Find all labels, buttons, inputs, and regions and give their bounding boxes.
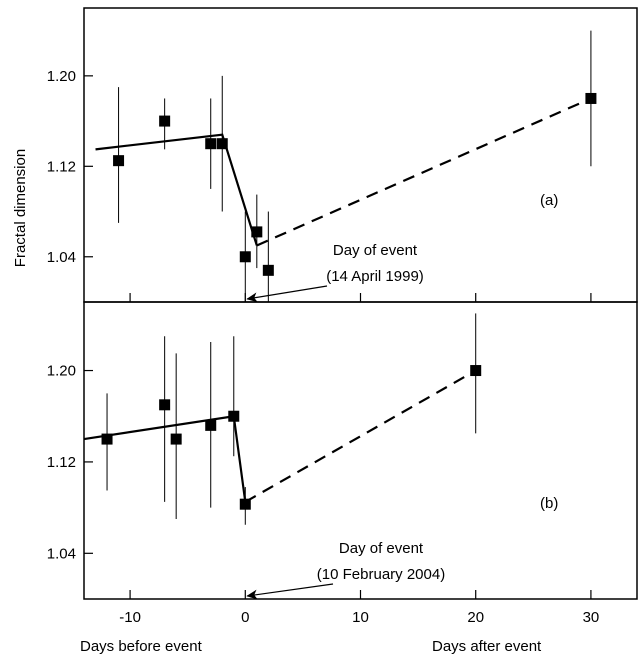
data-point xyxy=(239,498,251,510)
y-tick-label: 1.12 xyxy=(47,454,76,471)
annotation-line-2: (10 February 2004) xyxy=(317,566,445,583)
x-axis-title-after: Days after event xyxy=(432,638,542,655)
x-tick-label: 0 xyxy=(241,609,249,626)
y-tick-label: 1.12 xyxy=(47,158,76,175)
data-point xyxy=(239,251,251,263)
y-tick-label: 1.04 xyxy=(47,545,76,562)
data-point xyxy=(228,410,240,422)
data-point xyxy=(205,138,217,150)
data-point xyxy=(262,264,274,276)
y-tick-label: 1.20 xyxy=(47,68,76,85)
data-point xyxy=(159,115,171,127)
fit-line-dashed xyxy=(256,97,592,247)
data-point xyxy=(159,399,171,411)
y-tick-label: 1.20 xyxy=(47,363,76,380)
annotation-line-1: Day of event xyxy=(339,540,424,557)
x-tick-labels: -10 0 10 20 30 xyxy=(119,609,599,626)
data-point xyxy=(216,138,228,150)
panel-b: 1.04 1.12 1.20 (b) Day of event (10 February … xyxy=(47,301,638,600)
fit-line-solid xyxy=(95,133,258,246)
data-point xyxy=(170,433,182,445)
data-point xyxy=(205,419,217,431)
annotation-arrow xyxy=(246,285,328,303)
data-point xyxy=(251,226,263,238)
annotation-line-1: Day of event xyxy=(333,242,418,259)
y-axis-title: Fractal dimension xyxy=(12,149,29,267)
y-tick-label: 1.04 xyxy=(47,249,76,266)
panel-a: 1.04 1.12 1.20 (a) Day of event (14 April 199… xyxy=(47,7,638,303)
panel-label: (a) xyxy=(540,192,558,209)
fit-line-dashed xyxy=(244,369,477,503)
data-point xyxy=(113,155,125,167)
panel-label: (b) xyxy=(540,495,558,512)
x-tick-label: 30 xyxy=(583,609,600,626)
data-point xyxy=(585,92,597,104)
data-point xyxy=(101,433,113,445)
annotation-arrow xyxy=(246,583,334,600)
data-point xyxy=(470,365,482,377)
x-tick-label: 20 xyxy=(467,609,484,626)
x-tick-label: -10 xyxy=(119,609,141,626)
x-axis-title-before: Days before event xyxy=(80,638,203,655)
x-tick-label: 10 xyxy=(352,609,369,626)
annotation-line-2: (14 April 1999) xyxy=(326,268,424,285)
